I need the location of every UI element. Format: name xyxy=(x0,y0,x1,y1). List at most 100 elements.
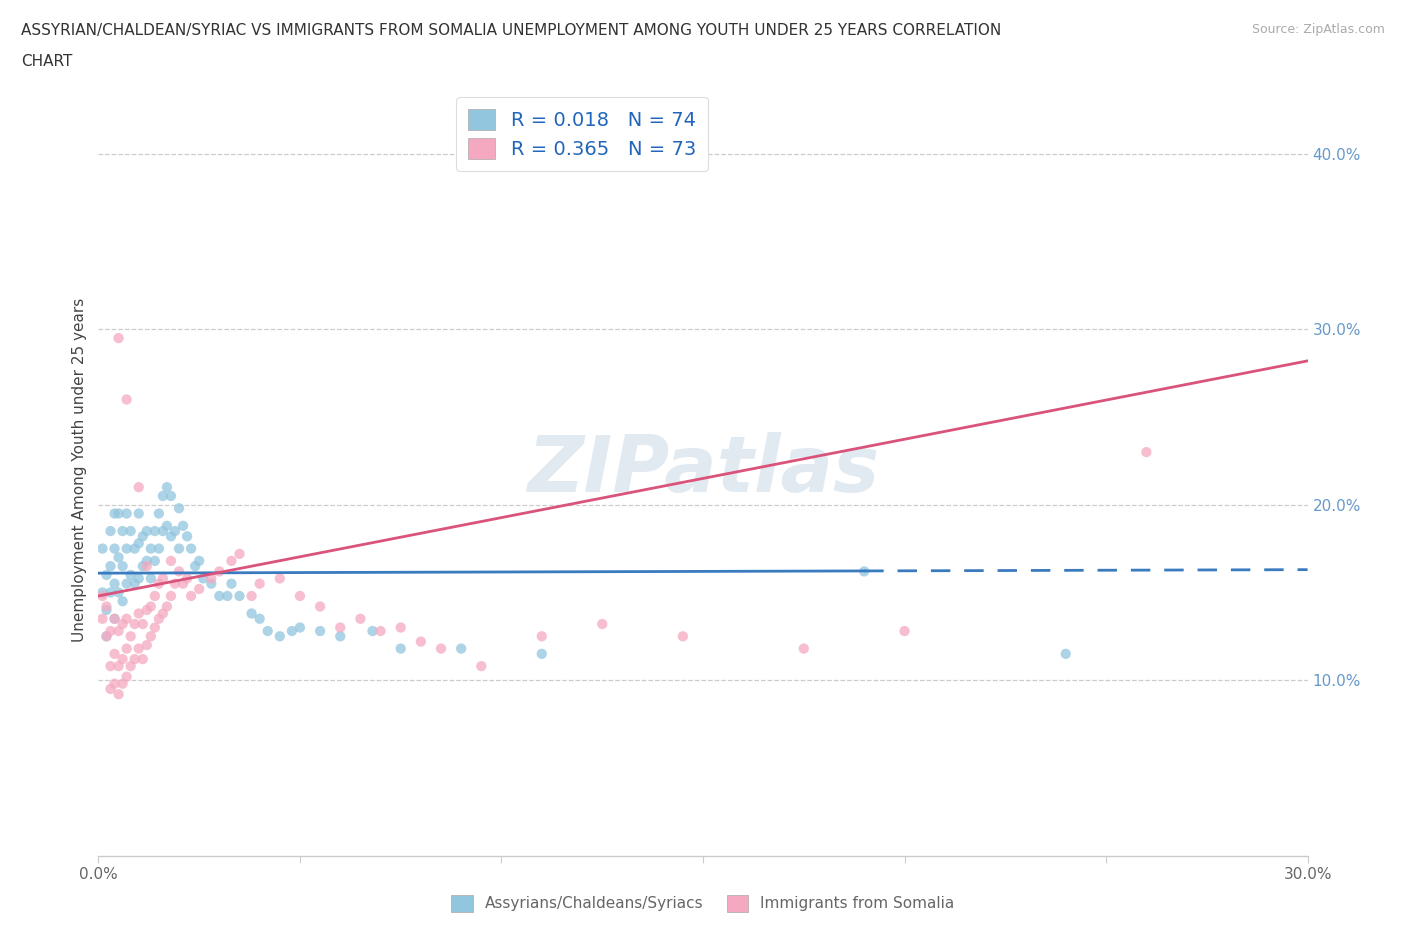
Point xyxy=(115,577,138,591)
Point xyxy=(132,559,155,574)
Point xyxy=(389,641,412,656)
Point xyxy=(172,577,194,591)
Point xyxy=(409,634,432,649)
Point xyxy=(124,577,146,591)
Point xyxy=(249,577,271,591)
Point xyxy=(115,506,138,521)
Point xyxy=(139,629,162,644)
Point xyxy=(309,624,332,639)
Point xyxy=(288,589,311,604)
Point xyxy=(103,611,125,626)
Point xyxy=(309,599,332,614)
Point xyxy=(124,652,146,667)
Point xyxy=(115,641,138,656)
Point xyxy=(132,652,155,667)
Point xyxy=(329,629,352,644)
Point xyxy=(269,571,291,586)
Point xyxy=(160,553,183,568)
Point xyxy=(172,518,194,533)
Point xyxy=(240,589,263,604)
Y-axis label: Unemployment Among Youth under 25 years: Unemployment Among Youth under 25 years xyxy=(72,298,87,642)
Point xyxy=(128,641,150,656)
Point xyxy=(156,599,179,614)
Point xyxy=(167,500,190,515)
Point xyxy=(120,524,142,538)
Point xyxy=(143,589,166,604)
Point xyxy=(103,676,125,691)
Point xyxy=(128,606,150,621)
Point xyxy=(124,541,146,556)
Point xyxy=(135,603,157,618)
Point xyxy=(281,624,304,639)
Point xyxy=(152,606,174,621)
Point xyxy=(853,564,876,578)
Point xyxy=(135,553,157,568)
Point xyxy=(389,620,412,635)
Point xyxy=(148,506,170,521)
Point xyxy=(135,638,157,653)
Point xyxy=(128,536,150,551)
Point xyxy=(1135,445,1157,459)
Point xyxy=(96,629,118,644)
Point xyxy=(450,641,472,656)
Point xyxy=(530,646,553,661)
Point xyxy=(115,541,138,556)
Point xyxy=(148,541,170,556)
Point xyxy=(111,676,134,691)
Point xyxy=(361,624,384,639)
Point xyxy=(1054,646,1077,661)
Point xyxy=(269,629,291,644)
Point xyxy=(91,585,114,600)
Point xyxy=(329,620,352,635)
Point xyxy=(111,593,134,608)
Point xyxy=(100,559,122,574)
Point xyxy=(221,577,243,591)
Text: ZIPatlas: ZIPatlas xyxy=(527,432,879,508)
Point xyxy=(160,488,183,503)
Point xyxy=(107,585,129,600)
Point xyxy=(143,620,166,635)
Point xyxy=(91,589,114,604)
Point xyxy=(163,577,186,591)
Point xyxy=(107,686,129,701)
Point xyxy=(100,624,122,639)
Point xyxy=(176,529,198,544)
Point xyxy=(160,529,183,544)
Point xyxy=(200,571,222,586)
Point xyxy=(103,611,125,626)
Point xyxy=(132,529,155,544)
Point xyxy=(107,624,129,639)
Point xyxy=(115,392,138,407)
Point xyxy=(96,603,118,618)
Point xyxy=(107,658,129,673)
Point xyxy=(228,589,250,604)
Point xyxy=(139,541,162,556)
Text: ASSYRIAN/CHALDEAN/SYRIAC VS IMMIGRANTS FROM SOMALIA UNEMPLOYMENT AMONG YOUTH UND: ASSYRIAN/CHALDEAN/SYRIAC VS IMMIGRANTS F… xyxy=(21,23,1001,38)
Point xyxy=(103,541,125,556)
Point xyxy=(107,550,129,565)
Point xyxy=(167,541,190,556)
Point xyxy=(128,480,150,495)
Point xyxy=(139,599,162,614)
Point xyxy=(103,577,125,591)
Point xyxy=(96,629,118,644)
Point xyxy=(208,564,231,578)
Point xyxy=(115,670,138,684)
Point xyxy=(591,617,613,631)
Point xyxy=(132,617,155,631)
Point xyxy=(135,524,157,538)
Point xyxy=(143,524,166,538)
Point xyxy=(128,506,150,521)
Point xyxy=(193,571,215,586)
Point xyxy=(111,559,134,574)
Point xyxy=(184,559,207,574)
Text: CHART: CHART xyxy=(21,54,73,69)
Point xyxy=(530,629,553,644)
Point xyxy=(100,682,122,697)
Point xyxy=(163,524,186,538)
Point xyxy=(111,617,134,631)
Point xyxy=(91,611,114,626)
Point xyxy=(672,629,695,644)
Point xyxy=(176,571,198,586)
Point xyxy=(152,488,174,503)
